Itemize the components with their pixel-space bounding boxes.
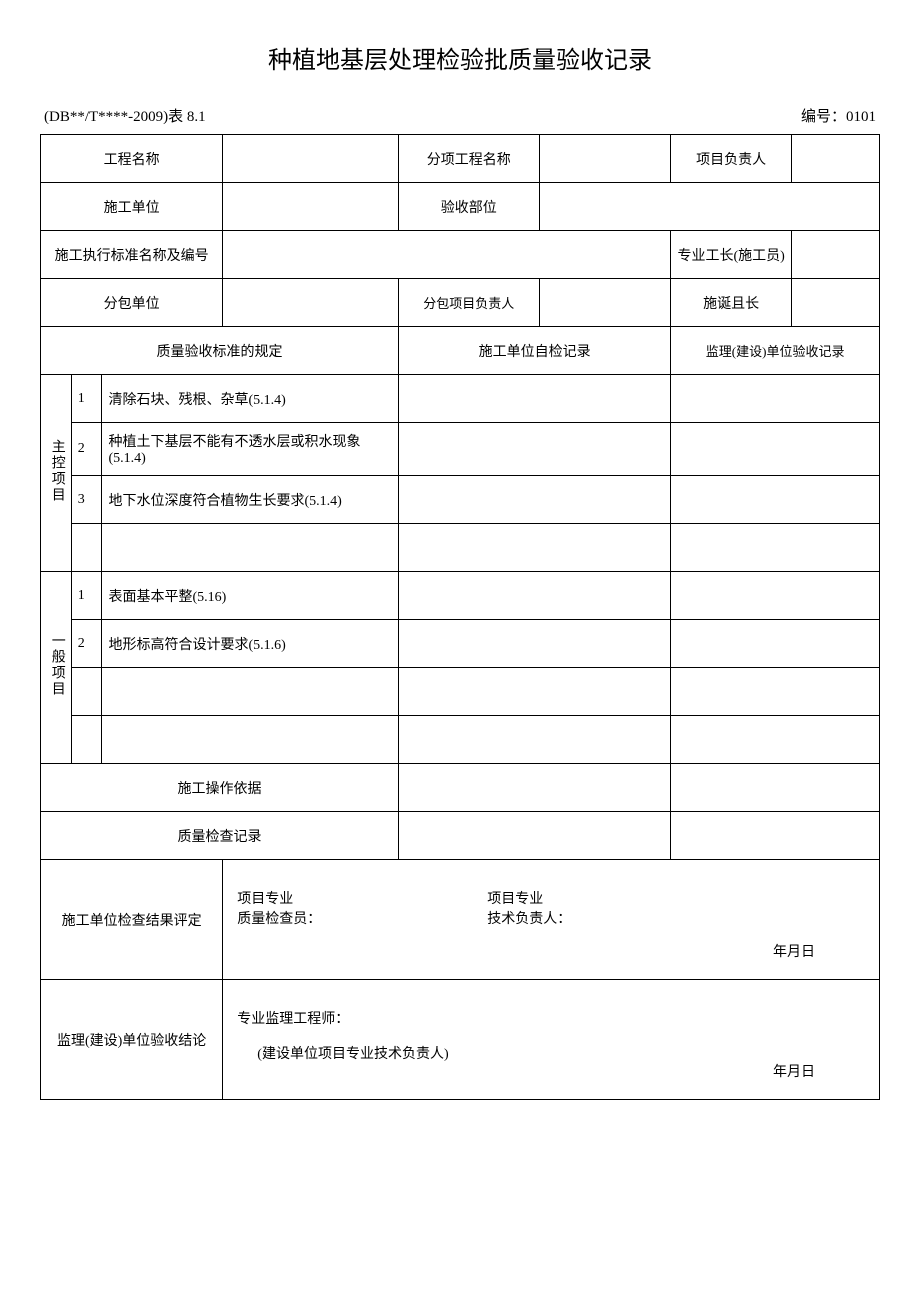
table-row: 施工单位 验收部位 — [41, 183, 880, 231]
page-title: 种植地基层处理检验批质量验收记录 — [40, 40, 880, 75]
label-supervisor-record: 监理(建设)单位验收记录 — [671, 327, 880, 375]
table-row: 质量检查记录 — [41, 812, 880, 860]
cell-empty — [671, 524, 880, 572]
cell-empty — [671, 620, 880, 668]
table-row: 施工执行标准名称及编号 专业工长(施工员) — [41, 231, 880, 279]
cell-empty — [398, 620, 670, 668]
label-self-check: 施工单位自检记录 — [398, 327, 670, 375]
table-row — [41, 668, 880, 716]
item-text: 地形标高符合设计要求(5.1.6) — [102, 620, 399, 668]
table-row: 施工操作依据 — [41, 764, 880, 812]
item-text — [102, 716, 399, 764]
cell-empty — [671, 668, 880, 716]
item-num: 1 — [71, 572, 102, 620]
section-b-label: 一般项目 — [41, 572, 72, 764]
cell-empty — [223, 183, 399, 231]
table-row: 主控项目 1 清除石块、残根、杂草(5.1.4) — [41, 375, 880, 423]
cell-empty — [671, 764, 880, 812]
cell-empty — [539, 135, 671, 183]
label-project-leader: 项目负责人 — [671, 135, 792, 183]
cell-empty — [671, 812, 880, 860]
cell-empty — [671, 716, 880, 764]
label-construction-result: 施工单位检查结果评定 — [41, 860, 223, 980]
sig-mid-l1: 项目专业 — [487, 888, 571, 908]
label-subcontractor: 分包单位 — [41, 279, 223, 327]
label-project-name: 工程名称 — [41, 135, 223, 183]
table-row: 2 种植土下基层不能有不透水层或积水现象(5.1.4) — [41, 423, 880, 476]
code-right: 编号：0101 — [801, 105, 876, 126]
sig2-line1: 专业监理工程师： — [237, 1008, 865, 1028]
signature-block-2: 专业监理工程师： (建设单位项目专业技术负责人) 年月日 — [223, 980, 880, 1100]
cell-empty — [671, 423, 880, 476]
item-text: 表面基本平整(5.16) — [102, 572, 399, 620]
cell-empty — [671, 572, 880, 620]
cell-empty — [398, 476, 670, 524]
item-text — [102, 668, 399, 716]
cell-empty — [223, 135, 399, 183]
cell-empty — [398, 572, 670, 620]
item-text — [102, 524, 399, 572]
label-quality-standard: 质量验收标准的规定 — [41, 327, 399, 375]
cell-empty — [792, 231, 880, 279]
label-standard-name: 施工执行标准名称及编号 — [41, 231, 223, 279]
label-supervisor-conclusion: 监理(建设)单位验收结论 — [41, 980, 223, 1100]
cell-empty — [792, 135, 880, 183]
table-row — [41, 716, 880, 764]
signature-row-2: 监理(建设)单位验收结论 专业监理工程师： (建设单位项目专业技术负责人) 年月… — [41, 980, 880, 1100]
item-num: 3 — [71, 476, 102, 524]
cell-empty — [792, 279, 880, 327]
item-num: 2 — [71, 620, 102, 668]
item-text: 清除石块、残根、杂草(5.1.4) — [102, 375, 399, 423]
table-row: 分包单位 分包项目负责人 施诞且长 — [41, 279, 880, 327]
label-foreman: 专业工长(施工员) — [671, 231, 792, 279]
cell-empty — [398, 716, 670, 764]
label-construction-unit: 施工单位 — [41, 183, 223, 231]
cell-empty — [671, 476, 880, 524]
code-left: (DB**/T****-2009)表 8.1 — [44, 105, 206, 126]
label-sub-leader: 分包项目负责人 — [398, 279, 539, 327]
cell-empty — [539, 279, 671, 327]
table-row: 工程名称 分项工程名称 项目负责人 — [41, 135, 880, 183]
sig-left-l2: 质量检查员： — [237, 908, 321, 928]
table-row: 3 地下水位深度符合植物生长要求(5.1.4) — [41, 476, 880, 524]
label-acceptance-part: 验收部位 — [398, 183, 539, 231]
item-num — [71, 716, 102, 764]
sig-mid-l2: 技术负责人： — [487, 908, 571, 928]
label-quality-record: 质量检查记录 — [41, 812, 399, 860]
cell-empty — [671, 375, 880, 423]
signature-block-1: 项目专业 质量检查员： 项目专业 技术负责人： 年月日 — [223, 860, 880, 980]
label-subitem-name: 分项工程名称 — [398, 135, 539, 183]
table-row: 一般项目 1 表面基本平整(5.16) — [41, 572, 880, 620]
cell-empty — [398, 524, 670, 572]
cell-empty — [398, 668, 670, 716]
item-num — [71, 668, 102, 716]
inspection-table: 工程名称 分项工程名称 项目负责人 施工单位 验收部位 施工执行标准名称及编号 … — [40, 134, 880, 1100]
table-row: 2 地形标高符合设计要求(5.1.6) — [41, 620, 880, 668]
sig-date-1: 年月日 — [773, 941, 815, 961]
table-row — [41, 524, 880, 572]
signature-row-1: 施工单位检查结果评定 项目专业 质量检查员： 项目专业 技术负责人： 年月日 — [41, 860, 880, 980]
item-text: 地下水位深度符合植物生长要求(5.1.4) — [102, 476, 399, 524]
cell-empty — [398, 764, 670, 812]
table-row: 质量验收标准的规定 施工单位自检记录 监理(建设)单位验收记录 — [41, 327, 880, 375]
sig-date-2: 年月日 — [773, 1061, 815, 1081]
item-num — [71, 524, 102, 572]
item-num: 2 — [71, 423, 102, 476]
cell-empty — [398, 812, 670, 860]
cell-empty — [223, 279, 399, 327]
sig2-line2: (建设单位项目专业技术负责人) — [237, 1043, 865, 1063]
cell-empty — [223, 231, 671, 279]
label-operation-basis: 施工操作依据 — [41, 764, 399, 812]
cell-empty — [539, 183, 879, 231]
sig-left-l1: 项目专业 — [237, 888, 321, 908]
cell-empty — [398, 423, 670, 476]
item-num: 1 — [71, 375, 102, 423]
label-team-leader: 施诞且长 — [671, 279, 792, 327]
section-a-label: 主控项目 — [41, 375, 72, 572]
item-text: 种植土下基层不能有不透水层或积水现象(5.1.4) — [102, 423, 399, 476]
header-codes: (DB**/T****-2009)表 8.1 编号：0101 — [40, 105, 880, 126]
cell-empty — [398, 375, 670, 423]
